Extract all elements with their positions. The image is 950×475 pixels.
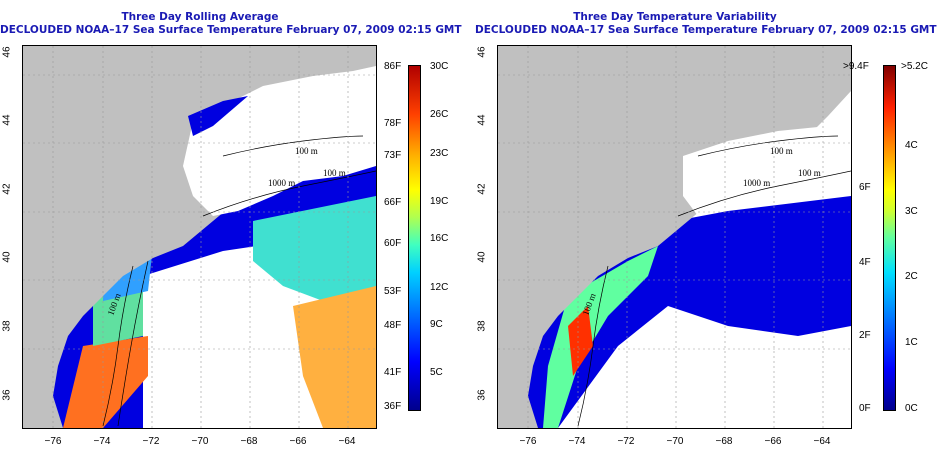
contour-line xyxy=(202,170,376,217)
colorbar-c-label: 19C xyxy=(430,196,449,207)
y-tick-label: 46 xyxy=(1,46,13,58)
x-tick-label: −68 xyxy=(715,436,733,447)
x-tick-label: −64 xyxy=(338,436,356,447)
x-tick-label: −70 xyxy=(191,436,209,447)
contour-line xyxy=(577,265,609,427)
y-tick-label: 46 xyxy=(476,46,488,58)
y-tick-label: 36 xyxy=(1,389,13,401)
panel-subtitle: DECLOUDED NOAA–17 Sea Surface Temperatur… xyxy=(0,24,462,36)
grid-lines xyxy=(23,46,376,428)
contour-label: 100 m xyxy=(770,146,793,156)
contour-line xyxy=(677,170,851,217)
x-tick-label: −66 xyxy=(289,436,307,447)
colorbar-c-label: 12C xyxy=(430,282,449,293)
x-tick-label: −70 xyxy=(666,436,684,447)
colorbar-f-label: 6F xyxy=(859,182,871,193)
warm-water-patch xyxy=(253,196,376,306)
y-tick-label: 40 xyxy=(476,251,488,263)
colorbar-f-label: 36F xyxy=(384,401,402,412)
shelf-break-variability xyxy=(543,246,658,428)
colorbar-f-label: 60F xyxy=(384,238,402,249)
contour-label: 1000 m xyxy=(743,178,770,188)
colorbar-f-label: 0F xyxy=(859,403,871,414)
sst-average-map: 100 m 1000 m 100 m 100 m xyxy=(22,45,377,429)
colorbar-c-label: 3C xyxy=(905,206,918,217)
contour-line xyxy=(117,260,149,427)
colorbar-f-label: 53F xyxy=(384,286,402,297)
bay-of-fundy-water xyxy=(188,96,248,136)
colorbar-f-label: 2F xyxy=(859,330,871,341)
colorbar-f-label: 86F xyxy=(384,61,402,72)
x-tick-label: −64 xyxy=(813,436,831,447)
colorbar-c-label: 1C xyxy=(905,337,918,348)
y-tick-label: 36 xyxy=(476,389,488,401)
gulf-stream-patch xyxy=(63,336,148,428)
variability-colorbar xyxy=(883,65,896,411)
colorbar-c-label: 30C xyxy=(430,61,449,72)
colorbar-f-label: 73F xyxy=(384,150,402,161)
panel-subtitle: DECLOUDED NOAA–17 Sea Surface Temperatur… xyxy=(475,24,937,36)
colorbar-f-label: 78F xyxy=(384,118,402,129)
x-tick-label: −72 xyxy=(142,436,160,447)
y-tick-label: 38 xyxy=(476,320,488,332)
colorbar-c-label: 4C xyxy=(905,140,918,151)
colorbar-c-label: 5C xyxy=(430,367,443,378)
y-tick-label: 40 xyxy=(1,251,13,263)
contour-line xyxy=(697,135,839,157)
colorbar-c-label: >5.2C xyxy=(901,61,928,72)
contour-label: 100 m xyxy=(295,146,318,156)
colorbar-c-label: 26C xyxy=(430,109,449,120)
sst-variability-map: 100 m 1000 m 100 m 100 m xyxy=(497,45,852,429)
y-tick-label: 44 xyxy=(476,114,488,126)
x-tick-label: −76 xyxy=(519,436,537,447)
colorbar-f-label: 41F xyxy=(384,367,402,378)
contour-line xyxy=(222,135,364,157)
panel-title: Three Day Temperature Variability xyxy=(573,11,777,23)
colorbar-f-label: >9.4F xyxy=(843,61,869,72)
sst-average-panel: Three Day Rolling Average DECLOUDED NOAA… xyxy=(0,11,462,447)
x-tick-label: −66 xyxy=(764,436,782,447)
x-tick-label: −68 xyxy=(240,436,258,447)
warm-water-patch xyxy=(293,286,376,428)
contour-line xyxy=(102,265,134,427)
grid-lines xyxy=(498,46,851,428)
colorbar-c-label: 9C xyxy=(430,319,443,330)
x-tick-label: −72 xyxy=(617,436,635,447)
shelf-water-patch xyxy=(93,286,143,346)
colorbar-c-label: 2C xyxy=(905,271,918,282)
y-tick-label: 42 xyxy=(476,183,488,195)
contour-label: 1000 m xyxy=(268,178,295,188)
sst-variability-panel: Three Day Temperature Variability DECLOU… xyxy=(475,0,950,475)
colorbar-c-label: 23C xyxy=(430,148,449,159)
contour-label: 100 m xyxy=(323,168,346,178)
colorbar-c-label: 0C xyxy=(905,403,918,414)
panel-title: Three Day Rolling Average xyxy=(121,11,279,23)
y-tick-label: 38 xyxy=(1,320,13,332)
y-tick-label: 44 xyxy=(1,114,13,126)
temperature-colorbar xyxy=(408,65,421,411)
colorbar-f-label: 48F xyxy=(384,320,402,331)
x-tick-label: −74 xyxy=(568,436,586,447)
x-tick-label: −76 xyxy=(44,436,62,447)
x-tick-label: −74 xyxy=(93,436,111,447)
contour-label: 100 m xyxy=(798,168,821,178)
high-variability-patch xyxy=(568,306,593,376)
colorbar-f-label: 66F xyxy=(384,197,402,208)
y-tick-label: 42 xyxy=(1,183,13,195)
colorbar-c-label: 16C xyxy=(430,233,449,244)
colorbar-f-label: 4F xyxy=(859,257,871,268)
